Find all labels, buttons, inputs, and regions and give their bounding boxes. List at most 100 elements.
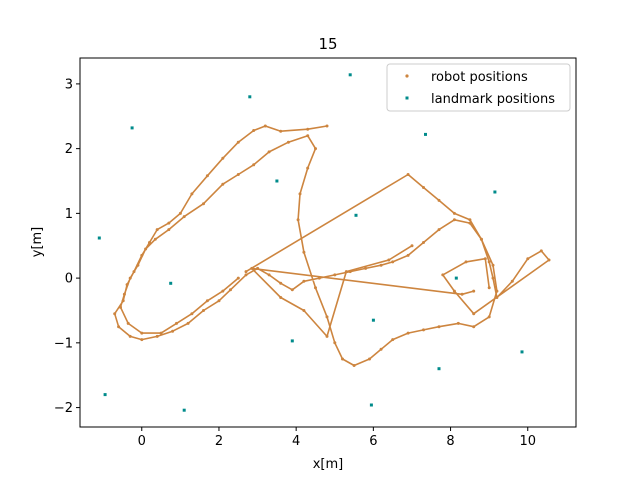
x-tick-label: 2	[215, 434, 223, 449]
robot-point-36	[364, 266, 368, 270]
robot-point-64	[306, 166, 310, 170]
landmark-point-2	[348, 73, 352, 77]
robot-point-7	[205, 174, 209, 178]
landmark-point-8	[169, 281, 173, 285]
robot-point-66	[306, 134, 310, 138]
robot-point-33	[317, 276, 321, 280]
robot-point-47	[487, 315, 491, 319]
robot-point-13	[140, 253, 144, 257]
x-tick-label: 4	[292, 434, 300, 449]
robot-point-42	[452, 218, 456, 222]
robot-point-27	[244, 273, 248, 277]
legend-landmark-label: landmark positions	[431, 92, 555, 107]
landmark-point-10	[371, 318, 375, 322]
robot-point-3	[263, 124, 267, 128]
robot-point-19	[128, 334, 132, 338]
robot-point-15	[125, 283, 129, 287]
robot-point-1	[306, 127, 310, 131]
robot-point-111	[250, 266, 254, 270]
robot-point-48	[472, 325, 476, 329]
robot-point-97	[491, 276, 495, 280]
robot-point-89	[244, 270, 248, 274]
robot-point-74	[167, 228, 171, 232]
robot-positions-series	[113, 124, 551, 367]
robot-point-84	[175, 321, 178, 325]
robot-point-31	[290, 288, 294, 292]
robot-point-12	[148, 241, 151, 244]
robot-point-0	[325, 124, 329, 128]
landmark-point-0	[130, 126, 134, 130]
robot-point-38	[391, 260, 395, 264]
robot-point-11	[155, 228, 159, 232]
robot-point-24	[202, 309, 205, 312]
robot-point-67	[286, 140, 290, 144]
robot-point-54	[379, 347, 383, 351]
robot-point-88	[236, 276, 240, 280]
robot-point-68	[267, 150, 271, 154]
robot-point-83	[159, 331, 163, 335]
robot-point-8	[190, 192, 194, 196]
robot-point-55	[368, 357, 371, 361]
x-tick-label: 8	[446, 434, 454, 449]
landmark-point-12	[520, 350, 524, 354]
landmark-point-13	[437, 367, 441, 371]
robot-point-14	[132, 270, 136, 274]
robot-point-41	[437, 228, 441, 232]
robot-point-80	[119, 305, 122, 309]
robot-point-2	[279, 129, 283, 133]
robot-point-50	[437, 325, 441, 329]
robot-point-113	[302, 309, 306, 312]
y-axis-label: y[m]	[30, 227, 45, 258]
robot-point-100	[526, 257, 530, 261]
legend-box	[386, 63, 571, 112]
robot-point-70	[236, 173, 240, 176]
robot-point-81	[126, 321, 130, 325]
robot-point-37	[379, 263, 383, 267]
robot-point-61	[302, 250, 306, 254]
trajectory-segment-1	[245, 173, 550, 315]
robot-point-26	[229, 288, 232, 292]
robot-point-71	[221, 182, 225, 186]
robot-point-30	[279, 281, 283, 285]
robot-point-20	[140, 338, 144, 342]
robot-point-23	[186, 321, 190, 325]
robot-point-10	[167, 221, 171, 225]
robot-point-65	[314, 147, 317, 151]
robot-point-79	[122, 292, 126, 296]
robot-point-87	[221, 289, 225, 293]
landmark-point-9	[454, 276, 458, 280]
robot-point-92	[437, 198, 441, 202]
robot-point-109	[472, 289, 476, 293]
robot-point-45	[491, 263, 495, 267]
robot-point-78	[128, 276, 132, 280]
x-tick-label: 0	[138, 434, 146, 449]
y-axis-ticks: −2 −1 0 1 2 3	[54, 77, 80, 416]
robot-point-18	[117, 325, 121, 329]
robot-point-40	[422, 241, 425, 244]
robot-point-53	[391, 338, 395, 342]
landmark-positions-series	[97, 73, 524, 412]
landmark-point-7	[97, 236, 101, 240]
robot-point-9	[178, 211, 182, 215]
robot-point-96	[487, 260, 491, 264]
y-tick-label: 1	[65, 207, 73, 222]
robot-point-73	[182, 215, 186, 219]
x-axis-ticks: 0 2 4 6 8 10	[138, 427, 536, 449]
robot-point-4	[252, 129, 256, 132]
legend-robot-label: robot positions	[431, 70, 528, 85]
robot-point-22	[171, 329, 175, 333]
y-tick-label: 0	[65, 272, 73, 287]
robot-point-32	[302, 279, 306, 283]
robot-point-16	[121, 299, 125, 303]
robot-point-63	[298, 192, 302, 196]
robot-point-77	[136, 263, 140, 267]
robot-point-99	[510, 279, 514, 283]
landmark-point-14	[103, 393, 107, 397]
y-tick-label: −1	[54, 336, 73, 351]
robot-point-35	[348, 270, 352, 274]
robot-point-107	[483, 257, 487, 261]
robot-point-5	[236, 140, 240, 144]
y-tick-label: 2	[65, 142, 73, 157]
robot-point-28	[256, 266, 260, 270]
